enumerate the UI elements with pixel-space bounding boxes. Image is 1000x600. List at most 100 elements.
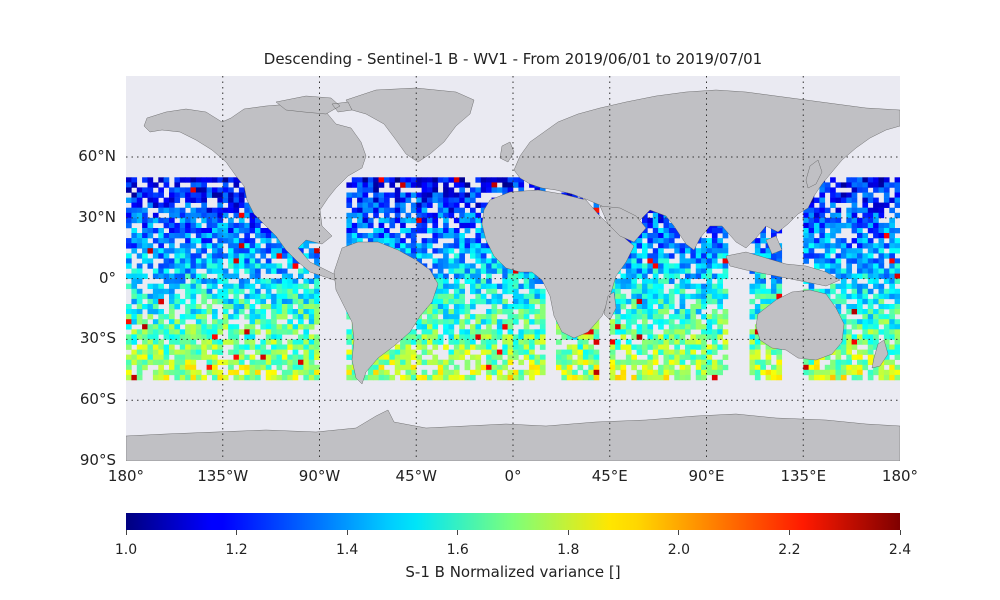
- variance-cell: [163, 197, 170, 203]
- variance-cell: [491, 268, 498, 274]
- variance-cell: [432, 182, 439, 188]
- variance-cell: [367, 217, 374, 224]
- variance-cell: [846, 207, 852, 214]
- variance-cell: [625, 268, 632, 274]
- variance-cell: [131, 182, 138, 188]
- variance-cell: [695, 293, 702, 300]
- variance-cell: [427, 217, 433, 224]
- variance-cell: [529, 329, 535, 335]
- variance-cell: [281, 283, 288, 290]
- variance-cell: [260, 314, 267, 320]
- variance-cell: [464, 304, 471, 310]
- variance-cell: [867, 182, 874, 188]
- variance-cell: [701, 268, 707, 274]
- variance-cell: [384, 238, 390, 244]
- variance-cell: [174, 268, 181, 274]
- variance-cell: [249, 344, 256, 350]
- variance-cell: [222, 288, 229, 295]
- variance-cell: [421, 329, 428, 335]
- variance-cell: [453, 374, 460, 381]
- variance-cell: [851, 248, 858, 254]
- variance-cell: [894, 243, 900, 249]
- variance-cell: [249, 222, 256, 229]
- variance-cell: [663, 329, 670, 335]
- variance-cell: [464, 197, 471, 203]
- variance-cell: [840, 339, 847, 345]
- variance-cell: [867, 359, 874, 366]
- variance-cell: [174, 253, 181, 259]
- variance-cell: [400, 243, 406, 249]
- variance-cell: [717, 253, 723, 259]
- variance-cell: [873, 344, 879, 350]
- variance-cell: [523, 298, 530, 305]
- variance-cell: [384, 217, 390, 224]
- variance-cell: [163, 222, 170, 229]
- variance-cell: [835, 374, 842, 381]
- variance-cell: [857, 304, 863, 310]
- variance-cell: [593, 324, 600, 330]
- variance-cell: [862, 217, 869, 224]
- variance-cell: [840, 283, 847, 290]
- variance-cell: [507, 319, 514, 325]
- variance-cell: [486, 182, 492, 188]
- variance-cell: [142, 248, 148, 254]
- variance-cell: [636, 238, 643, 244]
- variance-cell: [174, 359, 181, 366]
- variance-cell: [636, 268, 643, 274]
- variance-cell: [593, 207, 600, 214]
- variance-cell: [857, 354, 863, 360]
- variance-cell: [889, 293, 895, 300]
- variance-cell: [529, 278, 535, 284]
- variance-cell: [233, 369, 240, 376]
- variance-cell: [298, 319, 304, 325]
- variance-cell: [867, 319, 874, 325]
- variance-cell: [846, 319, 852, 325]
- variance-cell: [475, 319, 482, 325]
- variance-cell: [878, 202, 885, 208]
- colorbar-gradient: [126, 513, 900, 530]
- variance-cell: [690, 334, 697, 340]
- variance-cell: [126, 212, 132, 219]
- variance-cell: [776, 369, 783, 376]
- variance-cell: [131, 217, 138, 224]
- variance-cell: [212, 364, 218, 371]
- variance-cell: [470, 222, 476, 229]
- variance-cell: [636, 309, 643, 315]
- variance-cell: [883, 228, 890, 234]
- variance-cell: [142, 324, 148, 330]
- variance-cell: [642, 364, 648, 371]
- variance-cell: [652, 238, 659, 244]
- variance-cell: [701, 248, 707, 254]
- variance-cell: [276, 288, 283, 295]
- variance-cell: [378, 202, 385, 208]
- variance-cell: [846, 192, 852, 198]
- variance-cell: [486, 364, 492, 371]
- variance-cell: [142, 349, 148, 355]
- variance-cell: [717, 334, 723, 340]
- variance-cell: [126, 314, 132, 320]
- variance-cell: [685, 329, 691, 335]
- variance-cell: [427, 329, 433, 335]
- variance-cell: [249, 248, 256, 254]
- variance-cell: [152, 374, 159, 381]
- variance-cell: [152, 324, 159, 330]
- variance-cell: [851, 283, 858, 290]
- variance-cell: [701, 288, 707, 295]
- variance-cell: [894, 364, 900, 371]
- variance-cell: [642, 309, 648, 315]
- land-british-isles: [499, 141, 515, 163]
- variance-cell: [421, 324, 428, 330]
- variance-cell: [609, 339, 616, 345]
- variance-cell: [443, 258, 449, 264]
- variance-cell: [883, 222, 890, 229]
- variance-cell: [255, 288, 261, 295]
- variance-cell: [878, 293, 885, 300]
- variance-cell: [470, 314, 476, 320]
- variance-cell: [265, 238, 272, 244]
- variance-cell: [212, 233, 218, 239]
- variance-cell: [201, 324, 207, 330]
- variance-cell: [561, 354, 568, 360]
- variance-cell: [679, 304, 686, 310]
- colorbar-tick-label: 2.2: [778, 542, 801, 558]
- variance-cell: [281, 293, 288, 300]
